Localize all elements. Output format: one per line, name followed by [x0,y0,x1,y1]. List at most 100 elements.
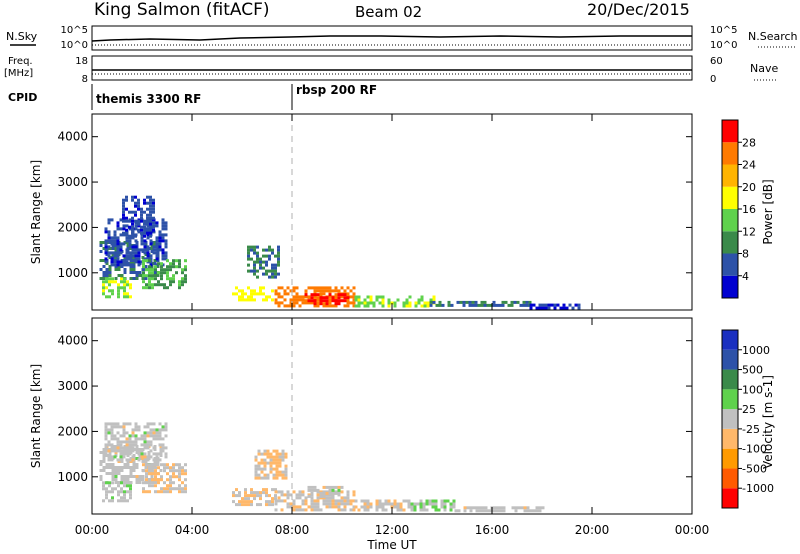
colorbar-segment [722,389,738,410]
data-cell [254,455,258,459]
data-cell [110,242,114,246]
data-cell [110,425,114,429]
data-cell [110,218,114,222]
colorbar-segment [722,120,738,143]
data-cell [128,263,132,267]
data-cell [259,260,262,264]
data-cell [131,251,135,255]
data-cell [292,304,296,308]
data-cell [343,508,347,512]
data-cell [150,475,154,478]
data-cell [99,241,103,244]
data-cell [154,472,157,476]
data-cell [134,224,138,228]
data-cell [161,449,165,453]
data-cell [108,463,112,466]
data-cell [105,463,109,466]
data-cell [116,446,120,450]
data-cell [319,289,323,293]
data-cell [538,306,542,310]
data-cell [146,455,150,459]
data-cell [161,443,165,447]
data-cell [129,496,132,500]
data-cell [128,227,132,231]
data-cell [102,481,105,485]
y-tick-label: 1000 [57,470,88,484]
data-cell [140,210,143,214]
y-tick-label: 2000 [57,220,88,234]
data-cell [135,475,139,478]
data-cell [99,469,103,472]
data-cell [443,499,447,503]
data-cell [129,286,132,290]
data-cell [137,201,140,205]
data-cell [292,298,296,302]
data-cell [142,271,145,275]
data-cell [123,289,126,293]
data-cell [325,296,329,300]
x-tick-label: 20:00 [575,523,610,537]
data-cell [143,251,147,255]
data-cell [481,509,485,513]
data-cell [131,434,135,438]
data-cell [166,478,169,482]
data-cell [149,234,152,238]
data-cell [408,304,412,308]
data-cell [158,248,162,252]
y-tick-label: 1000 [57,266,88,280]
data-cell [292,505,296,509]
data-cell [114,481,118,484]
data-cell [271,251,274,255]
data-cell [113,449,117,453]
data-cell [250,292,253,296]
data-cell [410,508,414,512]
data-cell [322,491,326,495]
colorbar-segment [722,330,738,350]
data-cell [110,437,114,441]
data-cell [123,271,127,274]
data-cell [501,303,505,307]
data-cell [149,222,152,226]
data-cell [152,458,156,462]
data-cell [301,295,305,299]
data-cell [275,455,279,459]
data-cell [160,490,163,494]
data-cell [266,449,270,453]
x-tick-label: 04:00 [175,523,210,537]
data-cell [428,499,432,503]
data-cell [281,470,285,474]
data-cell [152,225,155,229]
data-cell [298,295,302,299]
data-cell [122,224,126,228]
data-cell [292,289,296,293]
data-cell [469,509,473,513]
data-cell [114,277,118,280]
data-cell [274,289,278,293]
data-cell [266,455,270,459]
data-cell [172,481,175,485]
data-cell [126,475,130,478]
data-cell [277,272,280,276]
data-cell [105,496,108,500]
data-cell [250,500,253,504]
data-cell [272,458,276,462]
data-cell [441,303,445,307]
data-cell [480,303,484,307]
data-cell [449,505,453,509]
data-cell [125,207,128,211]
data-cell [271,269,274,273]
data-cell [149,449,153,453]
data-cell [137,257,141,261]
cpid-label: CPID [8,91,37,104]
data-cell [134,425,138,429]
data-cell [307,301,311,305]
data-cell [145,268,148,272]
data-cell [334,296,338,300]
data-cell [513,300,517,304]
data-cell [295,493,299,497]
data-cell [538,509,542,513]
data-cell [181,481,184,485]
data-cell [154,478,157,482]
data-cell [434,502,438,506]
